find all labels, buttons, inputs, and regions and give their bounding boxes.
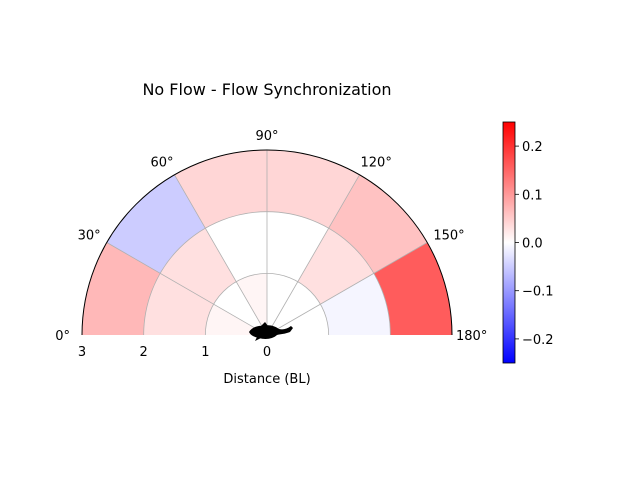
heatmap-cell — [373, 242, 452, 335]
heatmap-cell — [267, 304, 329, 335]
colorbar-tick-label: −0.2 — [522, 333, 554, 348]
colorbar-tick-label: 0.0 — [522, 237, 543, 252]
heatmap-cell — [267, 281, 321, 335]
heatmap-cell — [297, 228, 374, 305]
angular-grid-line — [174, 174, 268, 336]
heatmap-cell — [174, 150, 267, 229]
angle-tick-label: 60° — [150, 156, 173, 171]
heatmap-cell — [320, 273, 391, 335]
heatmap-cell — [328, 174, 428, 274]
radius-tick-label: 0 — [263, 345, 271, 360]
heatmap-cell — [267, 273, 298, 335]
heatmap-cell — [267, 211, 329, 282]
radius-tick-label: 2 — [140, 345, 148, 360]
angular-grid-line — [266, 242, 428, 336]
angle-tick-label: 0° — [55, 329, 70, 344]
radius-tick-label: 3 — [78, 345, 86, 360]
x-axis-label: Distance (BL) — [223, 372, 310, 387]
angle-tick-label: 150° — [433, 229, 464, 244]
heatmap-cell — [213, 281, 267, 335]
colorbar: 0.2 0.1 0.0 −0.1 −0.2 — [502, 121, 554, 364]
polar-axes: 0° 30° 60° 90° 120° 150° 180° 3 2 1 0 — [55, 129, 487, 360]
angle-tick-label: 30° — [78, 229, 101, 244]
angular-grid-line — [266, 174, 360, 336]
fish-silhouette-icon — [249, 322, 293, 341]
heatmap-cell — [236, 273, 267, 335]
heatmap-cell — [267, 150, 360, 229]
angular-grid-line — [106, 242, 268, 336]
chart-title: No Flow - Flow Synchronization — [142, 80, 391, 99]
angle-tick-label: 180° — [456, 329, 487, 344]
heatmap-cell — [205, 211, 267, 282]
polar-spine — [81, 149, 453, 336]
colorbar-tick-label: 0.2 — [522, 140, 543, 155]
colorbar-tick-label: 0.1 — [522, 188, 543, 203]
colorbar-tick-label: −0.1 — [522, 285, 554, 300]
radius-tick-label: 1 — [201, 345, 209, 360]
radial-grid-circle — [204, 272, 330, 336]
radial-grid-circle — [143, 211, 391, 336]
heatmap-cell — [143, 273, 214, 335]
angle-tick-label: 120° — [361, 156, 392, 171]
colorbar-gradient — [502, 121, 516, 364]
heatmap-cell — [106, 174, 206, 274]
heatmap-cell — [205, 304, 267, 335]
angle-tick-label: 90° — [255, 129, 278, 144]
heatmap-cell — [82, 242, 161, 335]
heatmap-cell — [160, 228, 237, 305]
